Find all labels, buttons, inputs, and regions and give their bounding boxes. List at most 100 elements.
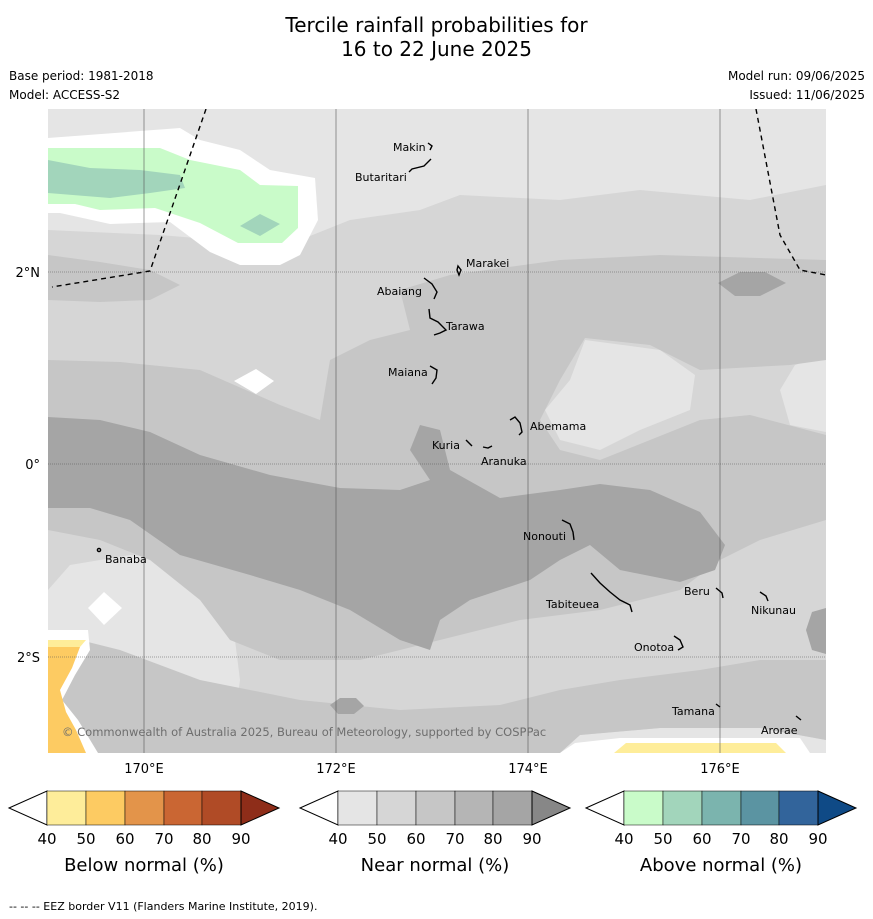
tabiteuea-outline	[590, 572, 633, 613]
colorbar-near-tick-50: 50	[367, 830, 386, 848]
axis-labels: 170°E 172°E 174°E 176°E 2°N 0° 2°S	[16, 266, 740, 777]
kuria-outline	[465, 439, 473, 447]
lon-label-176e: 176°E	[700, 762, 740, 777]
colorbar-below-segment-60	[124, 790, 165, 826]
arorae-outline	[795, 715, 802, 721]
island-label-abaiang: Abaiang	[377, 285, 422, 298]
above-normal-50-region-east	[240, 214, 280, 236]
tarawa-outline	[428, 308, 448, 336]
no-dominant-category-patch-central	[234, 369, 274, 394]
colorbar-above-tick-60: 60	[692, 830, 711, 848]
colorbar-above-segment-70	[740, 790, 780, 826]
island-label-banaba: Banaba	[105, 553, 147, 566]
colorbar-near-normal: 40 50 60 70 80 90 Near normal (%)	[298, 790, 572, 876]
colorbar-near-tick-40: 40	[328, 830, 347, 848]
butaritari-outline	[408, 158, 432, 173]
colorbar-near-segment-60	[415, 790, 456, 826]
colorbar-above-label: Above normal (%)	[640, 855, 802, 876]
banaba-outline	[96, 547, 102, 553]
near-normal-light-region-far-east	[780, 355, 826, 432]
colorbar-above-segment-60	[701, 790, 742, 826]
base-period-label: Base period: 1981-2018	[9, 69, 154, 83]
colorbar-above-tick-80: 80	[769, 830, 788, 848]
island-outlines	[96, 142, 802, 721]
lat-label-2s: 2°S	[17, 651, 40, 666]
colorbar-below-segment-70	[163, 790, 203, 826]
island-label-nonouti: Nonouti	[523, 530, 566, 543]
chart-title-line-1: Tercile rainfall probabilities for	[285, 13, 588, 37]
island-label-marakei: Marakei	[466, 257, 509, 270]
maiana-outline	[429, 365, 438, 385]
chart-title-line-2: 16 to 22 June 2025	[341, 37, 532, 61]
island-label-maiana: Maiana	[388, 366, 428, 379]
colorbar-below-normal: 40 50 60 70 80 90 Below normal (%)	[7, 790, 281, 876]
colorbar-below-tick-70: 70	[154, 830, 173, 848]
eez-border-footnote: -- -- -- EEZ border V11 (Flanders Marine…	[9, 900, 318, 913]
colorbar-near-tick-60: 60	[406, 830, 425, 848]
colorbar-near-tick-70: 70	[445, 830, 464, 848]
colorbar-near-segment-80	[492, 790, 533, 826]
lon-label-170e: 170°E	[124, 762, 164, 777]
colorbar-near-segment-40	[337, 790, 378, 826]
near-normal-dark-patch-east	[718, 272, 786, 296]
aranuka-outline	[482, 445, 493, 449]
copyright-notice: © Commonwealth of Australia 2025, Bureau…	[62, 725, 546, 739]
colorbar-above-segment-80	[778, 790, 819, 826]
colorbar-above-min-arrow	[584, 790, 625, 826]
near-normal-light-region-east	[545, 340, 695, 450]
colorbar-below-segment-50	[85, 790, 126, 826]
island-label-butaritari: Butaritari	[355, 171, 407, 184]
nonouti-outline	[561, 519, 575, 541]
colorbar-above-tick-90: 90	[808, 830, 827, 848]
island-labels: Makin Butaritari Marakei Abaiang Tarawa …	[105, 141, 798, 737]
near-normal-60-region-south	[48, 640, 826, 753]
colorbar-below-label: Below normal (%)	[64, 855, 224, 876]
eez-border-east	[755, 109, 826, 276]
island-label-tamana: Tamana	[671, 705, 715, 718]
island-label-tabiteuea: Tabiteuea	[545, 598, 599, 611]
above-normal-50-region-west	[48, 160, 185, 198]
island-label-beru: Beru	[684, 585, 710, 598]
island-label-nikunau: Nikunau	[751, 604, 796, 617]
colorbar-above-segment-50	[662, 790, 703, 826]
island-label-kuria: Kuria	[432, 439, 460, 452]
colorbar-below-tick-50: 50	[76, 830, 95, 848]
eez-border-west	[51, 109, 207, 288]
lat-label-2n: 2°N	[16, 266, 41, 281]
nikunau-outline	[759, 591, 769, 602]
island-label-onotoa: Onotoa	[634, 641, 674, 654]
colorbar-above-tick-40: 40	[614, 830, 633, 848]
colorbar-below-tick-60: 60	[115, 830, 134, 848]
near-normal-dark-patch-southwest	[330, 698, 364, 714]
colorbar-below-max-arrow	[240, 790, 281, 826]
issued-label: Issued: 11/06/2025	[749, 88, 865, 102]
colorbar-above-tick-70: 70	[731, 830, 750, 848]
colorbar-below-tick-90: 90	[231, 830, 250, 848]
onotoa-outline	[673, 635, 684, 651]
island-label-abemama: Abemama	[530, 420, 586, 433]
island-label-tarawa: Tarawa	[445, 320, 485, 333]
lon-label-174e: 174°E	[508, 762, 548, 777]
lat-label-equator: 0°	[25, 458, 40, 473]
model-label: Model: ACCESS-S2	[9, 88, 121, 102]
colorbar-near-max-arrow	[531, 790, 572, 826]
island-label-makin: Makin	[393, 141, 426, 154]
tamana-outline	[715, 703, 721, 708]
model-run-label: Model run: 09/06/2025	[727, 69, 865, 83]
map-gridlines	[48, 109, 826, 753]
near-normal-dark-band	[48, 417, 725, 650]
colorbar-near-segment-70	[454, 790, 494, 826]
lon-label-172e: 172°E	[316, 762, 356, 777]
colorbar-near-tick-90: 90	[522, 830, 541, 848]
colorbar-above-normal: 40 50 60 70 80 90 Above normal (%)	[584, 790, 858, 876]
colorbar-near-label: Near normal (%)	[361, 855, 510, 876]
beru-outline	[715, 587, 724, 599]
colorbar-above-max-arrow	[817, 790, 858, 826]
colorbar-below-tick-40: 40	[37, 830, 56, 848]
marakei-outline	[456, 264, 462, 277]
island-label-arorae: Arorae	[761, 724, 798, 737]
island-label-aranuka: Aranuka	[481, 455, 527, 468]
colorbar-below-segment-80	[201, 790, 242, 826]
abemama-outline	[509, 416, 523, 436]
